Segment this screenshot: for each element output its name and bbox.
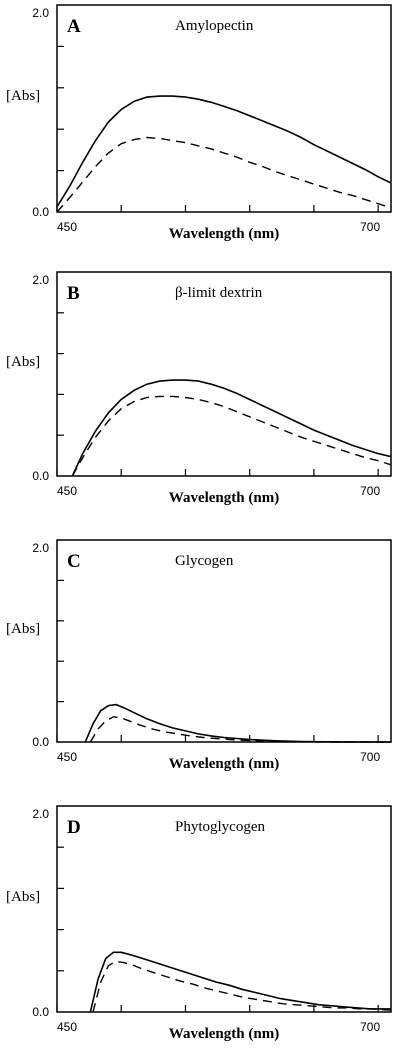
y-axis-label: [Abs] <box>6 889 40 905</box>
y-tick-label: 0.0 <box>32 205 49 219</box>
solid-series-line <box>89 951 391 1013</box>
y-axis-label: [Abs] <box>6 621 40 637</box>
panel-title: Phytoglycogen <box>175 819 265 835</box>
panel-c: 0.0 2.0 450 700 [Abs] Wavelength (nm) C Glycoge… <box>6 539 392 772</box>
panel-title: β-limit dextrin <box>175 285 263 301</box>
panel-d: 0.0 2.0 450 700 [Abs] Wavelength (nm) D Phytogl… <box>6 805 392 1042</box>
x-axis-label: Wavelength (nm) <box>169 490 279 506</box>
x-tick-label: 700 <box>360 1020 380 1034</box>
x-axis-label: Wavelength (nm) <box>169 226 279 242</box>
plot-frame <box>56 539 392 743</box>
y-axis-label: [Abs] <box>6 354 40 370</box>
dashed-series-line <box>89 716 391 743</box>
x-axis-label: Wavelength (nm) <box>169 1026 279 1042</box>
dashed-series-line <box>56 136 392 213</box>
x-tick-label: 450 <box>57 220 77 234</box>
panel-letter: D <box>67 817 81 838</box>
solid-series-line <box>71 379 392 477</box>
plot-frame <box>56 271 392 477</box>
plot-frame <box>56 4 392 213</box>
dashed-series-line <box>92 960 391 1013</box>
panel-b: 0.0 2.0 450 700 [Abs] Wavelength (nm) B β-limit… <box>6 271 392 506</box>
x-tick-label: 450 <box>57 1020 77 1034</box>
x-tick-label: 700 <box>360 750 380 764</box>
solid-series-line <box>84 703 391 743</box>
panel-letter: B <box>67 283 80 304</box>
x-tick-label: 450 <box>57 750 77 764</box>
y-tick-label: 2.0 <box>32 273 49 287</box>
x-axis-label: Wavelength (nm) <box>169 756 279 772</box>
y-tick-label: 0.0 <box>32 735 49 749</box>
y-tick-label: 2.0 <box>32 807 49 821</box>
plot-frame <box>56 805 392 1013</box>
x-tick-label: 450 <box>57 484 77 498</box>
panel-letter: C <box>67 551 81 572</box>
y-tick-label: 2.0 <box>32 6 49 20</box>
dashed-series-line <box>71 395 392 477</box>
x-tick-label: 700 <box>360 220 380 234</box>
panel-title: Glycogen <box>175 553 234 569</box>
solid-series-line <box>56 95 392 208</box>
panel-a: 0.0 2.0 450 700 [Abs] Wavelength (nm) A Amylope… <box>6 4 392 242</box>
panel-letter: A <box>67 16 81 37</box>
y-tick-label: 0.0 <box>32 1005 49 1019</box>
panel-title: Amylopectin <box>175 18 254 34</box>
y-axis-label: [Abs] <box>6 88 40 104</box>
x-tick-label: 700 <box>360 484 380 498</box>
y-tick-label: 2.0 <box>32 541 49 555</box>
y-tick-label: 0.0 <box>32 469 49 483</box>
